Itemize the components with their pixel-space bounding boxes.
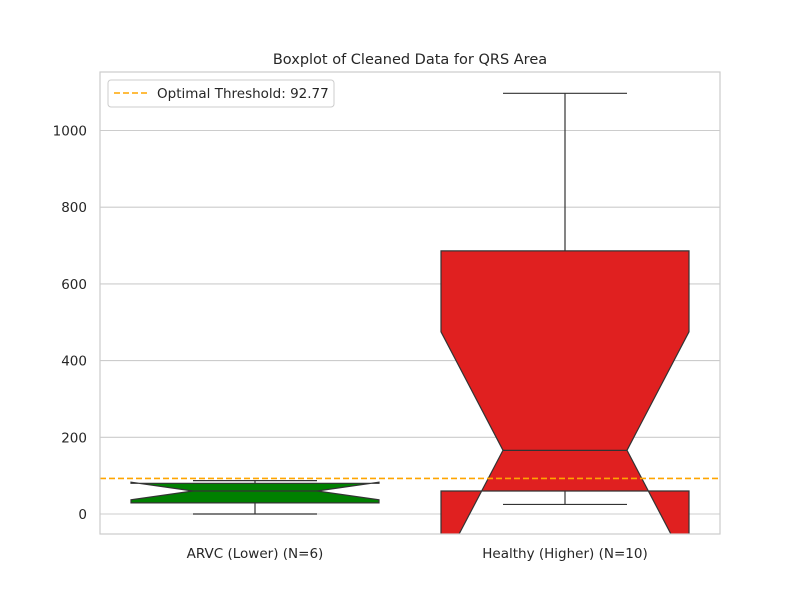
legend: Optimal Threshold: 92.77 [107, 79, 335, 108]
x-tick-label: ARVC (Lower) (N=6) [187, 546, 324, 562]
legend-threshold-label: Optimal Threshold: 92.77 [157, 86, 329, 102]
x-tick-label: Healthy (Higher) (N=10) [482, 546, 647, 562]
y-tick-label: 1000 [53, 124, 87, 140]
y-tick-label: 400 [61, 354, 87, 370]
y-tick-labels: 0 200 400 600 800 1000 [53, 124, 87, 524]
y-tick-label: 600 [61, 277, 87, 293]
chart-title: Boxplot of Cleaned Data for QRS Area [273, 52, 547, 68]
box-series [130, 92, 690, 534]
box-body [130, 481, 380, 504]
box-group [130, 92, 690, 534]
box-body [440, 250, 690, 534]
legend-box [107, 79, 335, 108]
x-tick-labels: ARVC (Lower) (N=6) Healthy (Higher) (N=10… [187, 546, 648, 562]
y-tick-label: 800 [61, 200, 87, 216]
y-tick-label: 0 [78, 507, 87, 523]
plot-area-border [99, 71, 721, 535]
y-tick-label: 200 [61, 430, 87, 446]
